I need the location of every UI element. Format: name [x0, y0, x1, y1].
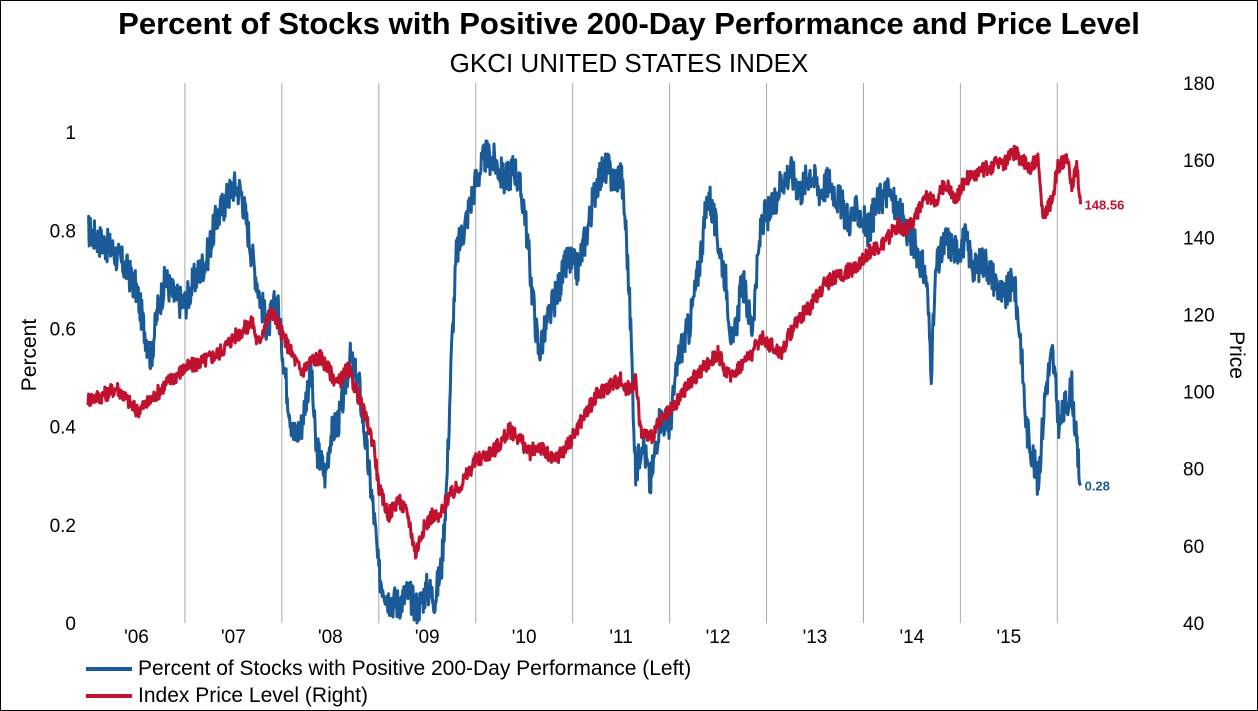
- legend: Percent of Stocks with Positive 200-Day …: [86, 655, 691, 709]
- y-left-tick-label: 0.4: [50, 418, 77, 439]
- end-value-label-price: 148.56: [1085, 197, 1125, 212]
- legend-label-percent: Percent of Stocks with Positive 200-Day …: [138, 656, 692, 680]
- y-left-tick-label: 0.8: [50, 221, 76, 242]
- legend-swatch-price: [86, 693, 132, 698]
- x-tick-label: '14: [900, 627, 925, 648]
- y-right-tick-label: 80: [1183, 460, 1204, 481]
- chart-subtitle: GKCI UNITED STATES INDEX: [449, 48, 809, 78]
- y-left-tick-label: 0.6: [50, 319, 76, 340]
- x-tick-label: '15: [996, 627, 1021, 648]
- x-tick-label: '06: [124, 627, 149, 648]
- y-right-axis-label: Price: [1225, 331, 1248, 379]
- x-tick-label: '13: [803, 627, 828, 648]
- y-right-tick-label: 120: [1183, 305, 1215, 326]
- chart-title: Percent of Stocks with Positive 200-Day …: [118, 6, 1140, 41]
- x-tick-label: '08: [318, 627, 343, 648]
- y-left-tick-label: 0: [65, 614, 76, 635]
- x-tick-label: '12: [706, 627, 731, 648]
- y-left-axis-label: Percent: [18, 319, 41, 392]
- legend-label-price: Index Price Level (Right): [138, 683, 368, 707]
- end-value-label-percent: 0.28: [1085, 479, 1110, 494]
- y-right-tick-label: 160: [1183, 151, 1215, 172]
- y-right-tick-label: 100: [1183, 383, 1215, 404]
- legend-item-percent: Percent of Stocks with Positive 200-Day …: [86, 655, 691, 682]
- x-tick-label: '07: [221, 627, 246, 648]
- x-tick-label: '11: [609, 627, 632, 648]
- y-left-tick-label: 1: [65, 123, 76, 144]
- y-left-tick-label: 0.2: [50, 516, 76, 537]
- x-tick-label: '10: [512, 627, 537, 648]
- y-right-tick-label: 60: [1183, 537, 1204, 558]
- series-line-price: [86, 144, 1083, 560]
- legend-item-price: Index Price Level (Right): [86, 682, 691, 709]
- legend-swatch-percent: [86, 666, 132, 671]
- x-tick-label: '09: [415, 627, 440, 648]
- y-right-tick-label: 40: [1183, 614, 1204, 635]
- series-line-percent: [86, 139, 1082, 625]
- y-right-tick-label: 140: [1183, 228, 1215, 249]
- y-right-tick-label: 180: [1183, 74, 1215, 95]
